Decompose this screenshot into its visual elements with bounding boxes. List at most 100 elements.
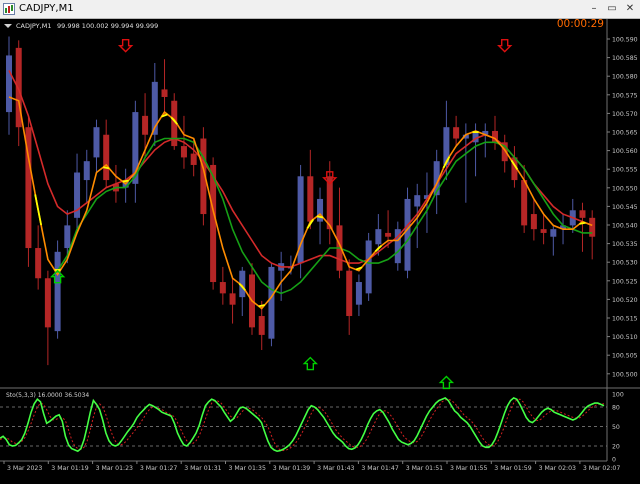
time-axis-label: 3 Mar 01:27: [140, 465, 177, 472]
time-axis-label: 3 Mar 01:47: [361, 465, 398, 472]
price-axis-label: 100.560: [612, 148, 638, 155]
price-pane: [6, 36, 596, 390]
bear-candle: [326, 176, 333, 230]
symbol-dropdown-icon[interactable]: [4, 24, 12, 28]
bear-candle: [25, 127, 32, 249]
ma-turn-segment: [374, 245, 382, 253]
close-button[interactable]: ✕: [625, 3, 635, 14]
chart-window-icon: [3, 3, 15, 15]
candle-timer: 00:00:29: [557, 19, 604, 30]
time-axis-label: 3 Mar 01:23: [96, 465, 133, 472]
bull-candle: [423, 195, 430, 199]
price-axis-label: 100.530: [612, 260, 638, 267]
price-axis-label: 100.545: [612, 204, 638, 211]
bear-candle: [200, 138, 207, 215]
bear-candle: [171, 100, 178, 147]
ma-turn-segment: [355, 266, 363, 271]
bear-candle: [44, 278, 51, 328]
time-axis-label: 3 Mar 2023: [7, 465, 42, 472]
osc-level-label: 50: [612, 424, 620, 431]
bear-candle: [190, 153, 197, 165]
symbol-label: CADJPY,M1: [16, 22, 51, 30]
bear-candle: [35, 248, 42, 279]
price-axis-label: 100.550: [612, 185, 638, 192]
ma-fast-line: [8, 96, 593, 310]
time-axis-label: 3 Mar 01:35: [229, 465, 266, 472]
bear-candle: [258, 316, 265, 335]
ma-green-line: [56, 137, 593, 295]
price-axis-label: 100.510: [612, 334, 638, 341]
bull-candle: [365, 240, 372, 294]
time-axis-label: 3 Mar 01:59: [494, 465, 531, 472]
bear-candle: [161, 89, 168, 97]
price-axis-label: 100.580: [612, 74, 638, 81]
bull-candle: [151, 81, 158, 135]
restore-button[interactable]: ▭: [607, 3, 617, 14]
sell-arrow-icon: [322, 171, 338, 185]
time-axis-label: 3 Mar 02:07: [583, 465, 620, 472]
price-axis-label: 100.525: [612, 278, 638, 285]
bear-candle: [346, 270, 353, 317]
bull-candle: [83, 161, 90, 181]
ma-turn-segment: [316, 215, 324, 219]
sell-arrow-icon: [117, 38, 134, 53]
osc-level-label: 0: [612, 457, 616, 464]
bull-candle: [482, 130, 489, 135]
ma-turn-segment: [170, 116, 178, 125]
stoch-main-line: [0, 396, 605, 453]
axis-layer: 100.590 100.585 100.580 100.575 100.570 100.5…: [3, 37, 638, 472]
buy-arrow-icon: [302, 356, 319, 371]
time-axis-label: 3 Mar 01:55: [450, 465, 487, 472]
bull-candle: [297, 176, 304, 264]
osc-level-label: 20: [612, 444, 620, 451]
bear-candle: [307, 176, 314, 222]
price-axis-label: 100.555: [612, 167, 638, 174]
bull-candle: [54, 251, 61, 332]
ma-turn-segment: [258, 304, 265, 308]
ma-turn-segment: [510, 159, 519, 170]
ma-turn-segment: [442, 156, 451, 169]
bull-candle: [132, 112, 139, 184]
bull-candle: [472, 130, 479, 143]
price-axis-label: 100.515: [612, 316, 638, 323]
ohlc-readout: 99.998 100.002 99.994 99.999: [57, 22, 158, 30]
ma-turn-segment: [103, 166, 110, 170]
bull-candle: [560, 225, 567, 230]
bull-candle: [550, 229, 557, 237]
ma-turn-segment: [306, 218, 315, 229]
bull-candle: [317, 198, 324, 222]
price-axis-label: 100.505: [612, 353, 638, 360]
ma-turn-segment: [34, 194, 43, 226]
ma-turn-segment: [122, 179, 129, 183]
ma-turn-segment: [579, 221, 586, 225]
price-axis-label: 100.590: [612, 37, 638, 44]
bear-candle: [579, 210, 586, 218]
time-axis-label: 3 Mar 01:43: [317, 465, 354, 472]
bear-candle: [530, 214, 537, 230]
stoch-signal-line: [0, 398, 604, 452]
price-axis-label: 100.540: [612, 223, 638, 230]
bull-candle: [74, 172, 81, 218]
bull-candle: [375, 229, 382, 245]
bull-candle: [404, 198, 411, 271]
sell-arrow-icon: [497, 38, 513, 53]
bull-candle: [64, 225, 71, 249]
bear-candle: [142, 115, 149, 135]
bull-candle: [433, 161, 440, 196]
oscillator-label: Sto(5,3,3) 16.0000 36.5034: [6, 392, 89, 399]
window-titlebar[interactable]: CADJPY,M1 – ▭ ✕: [0, 0, 640, 19]
price-axis-label: 100.585: [612, 55, 638, 62]
bull-candle: [355, 282, 362, 305]
ma-turn-segment: [238, 282, 246, 291]
bear-candle: [501, 142, 508, 162]
price-axis-label: 100.535: [612, 241, 638, 248]
bull-candle: [6, 55, 12, 113]
bear-candle: [521, 180, 528, 226]
minimize-button[interactable]: –: [591, 3, 597, 14]
chart-area[interactable]: 100 80 50 20 0 100.590 100.585 100.580 100.575 1…: [0, 18, 640, 480]
buy-arrow-icon: [438, 375, 455, 390]
bear-candle: [15, 47, 22, 128]
bear-candle: [511, 157, 518, 181]
ma-turn-segment: [161, 113, 168, 118]
